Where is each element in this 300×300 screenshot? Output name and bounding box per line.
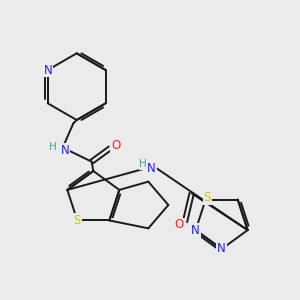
Text: H: H xyxy=(50,142,57,152)
Text: H: H xyxy=(140,159,147,169)
Text: N: N xyxy=(61,143,69,157)
Text: S: S xyxy=(74,214,81,227)
Text: N: N xyxy=(191,224,200,237)
Text: O: O xyxy=(174,218,184,232)
Text: N: N xyxy=(217,242,226,256)
Text: N: N xyxy=(44,64,52,76)
Text: O: O xyxy=(111,139,121,152)
Text: N: N xyxy=(147,162,156,175)
Text: S: S xyxy=(204,191,211,204)
